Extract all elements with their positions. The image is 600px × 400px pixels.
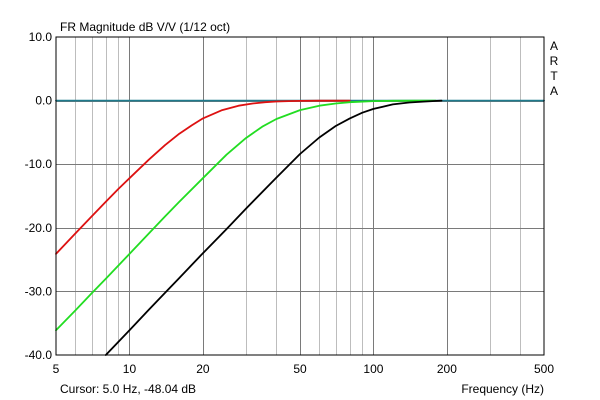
series-line-3	[55, 99, 437, 332]
y-tick-label: -40.0	[25, 348, 53, 362]
y-axis-tick-labels: 10.0 0.0 -10.0 -20.0 -30.0 -40.0	[25, 30, 53, 362]
x-tick-label: 50	[293, 362, 307, 376]
y-tick-label: 10.0	[29, 30, 53, 44]
cursor-readout: Cursor: 5.0 Hz, -48.04 dB	[60, 382, 196, 396]
x-tick-label: 200	[437, 362, 457, 376]
y-tick-label: -10.0	[25, 157, 53, 171]
watermark-letter: A	[550, 39, 558, 53]
y-tick-label: -20.0	[25, 221, 53, 235]
series-line-4	[104, 99, 443, 356]
series-line-2	[55, 99, 351, 255]
watermark-letter: T	[550, 69, 558, 83]
plot-frame	[55, 36, 545, 356]
x-tick-label: 100	[363, 362, 383, 376]
series-layer	[55, 99, 545, 356]
chart-title: FR Magnitude dB V/V (1/12 oct)	[60, 20, 230, 34]
watermark-letter: A	[550, 84, 558, 98]
x-axis-tick-labels: 5 10 20 50 100 200 500	[53, 362, 555, 376]
x-tick-label: 10	[123, 362, 137, 376]
x-tick-label: 20	[196, 362, 210, 376]
x-tick-label: 500	[534, 362, 554, 376]
x-tick-label: 5	[53, 362, 60, 376]
y-tick-label: 0.0	[35, 94, 52, 108]
x-axis-label: Frequency (Hz)	[461, 382, 544, 396]
grid-lines	[56, 37, 544, 355]
y-tick-label: -30.0	[25, 284, 53, 298]
watermark-letter: R	[550, 54, 559, 68]
